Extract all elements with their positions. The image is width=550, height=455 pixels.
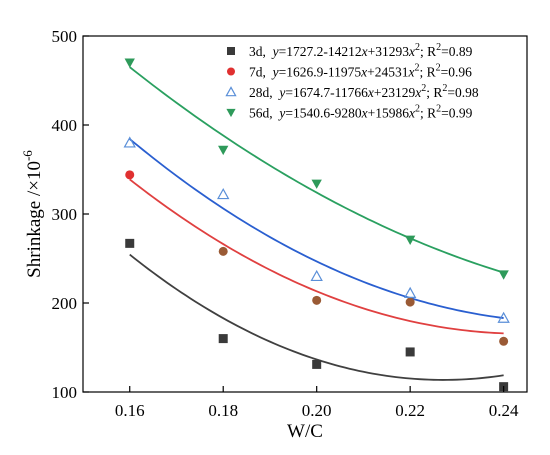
x-tick-label: 0.18 [208, 401, 238, 420]
fit-curve-28d [129, 138, 504, 319]
y-tick-label: 100 [52, 383, 78, 402]
legend-entry-7d: 7d, y=1626.9-11975x+24531x2; R2=0.96 [249, 63, 472, 80]
x-tick-label: 0.22 [395, 401, 425, 420]
fit-curve-56d [129, 66, 504, 274]
legend-equation-part: =0.99 [441, 106, 472, 121]
data-point-3d [125, 238, 135, 248]
legend-equation-part: 2 [436, 42, 441, 53]
legend-series-label: 56d, [249, 106, 273, 121]
legend-equation-part: x [414, 85, 421, 100]
x-axis: 0.16 0.18 0.20 0.22 0.24 [115, 386, 519, 420]
legend-equation-part: 2 [414, 63, 419, 74]
x-tick-label: 0.24 [489, 401, 519, 420]
legend-equation-part: =1674.7-11766 [285, 85, 368, 100]
fit-curve-7d [129, 178, 504, 335]
legend-equation-part: =0.96 [441, 65, 472, 80]
legend-marker-56d [226, 108, 236, 118]
data-point-7d [405, 297, 415, 307]
legend-marker-3d [227, 47, 235, 55]
data-point-28d [217, 188, 230, 200]
y-axis-title-exponent: -6 [20, 150, 35, 161]
y-tick-label: 400 [52, 116, 78, 135]
legend-equation-part: +31293 [368, 44, 410, 59]
fit-curve-3d [129, 253, 504, 381]
legend-equation-part: y [266, 65, 279, 80]
legend-equation-part: =1727.2-14212 [279, 44, 362, 59]
legend-equation-part: 2 [442, 83, 447, 94]
legend-equation-part: ; R [420, 44, 436, 59]
data-point-7d [218, 246, 228, 256]
data-point-3d [218, 334, 228, 344]
legend-equation-part: 2 [436, 63, 441, 74]
legend-entry-56d: 56d, y=1540.6-9280x+15986x2; R2=0.99 [249, 104, 473, 121]
legend: 3d, y=1727.2-14212x+31293x2; R2=0.897d, … [225, 42, 479, 121]
legend-series-label: 28d, [249, 85, 273, 100]
y-axis-title-base: Shrinkage /×10 [24, 161, 45, 278]
data-point-56d [498, 270, 509, 280]
x-tick-label: 0.20 [302, 401, 332, 420]
data-point-56d [218, 145, 229, 156]
legend-equation-part: ; R [419, 65, 435, 80]
legend-equation-part: =0.98 [447, 85, 478, 100]
data-point-7d [499, 336, 509, 346]
legend-equation-part: y [266, 44, 279, 59]
legend-equation-part: x [367, 85, 374, 100]
legend-marker-7d [227, 67, 235, 76]
legend-equation-part: x [407, 65, 414, 80]
legend-entry-3d: 3d, y=1727.2-14212x+31293x2; R2=0.89 [249, 42, 473, 59]
legend-equation-part: 2 [436, 104, 441, 115]
y-axis: 100 200 300 400 500 [52, 27, 89, 402]
y-axis-title: Shrinkage /×10-6 [20, 150, 45, 278]
legend-series-label: 3d, [249, 44, 266, 59]
data-point-56d [404, 235, 416, 245]
legend-equation-part: ; R [426, 85, 442, 100]
legend-equation-part: =1626.9-11975 [279, 65, 362, 80]
data-point-28d [310, 269, 323, 282]
legend-equation-part: +15986 [368, 106, 410, 121]
data-point-7d [125, 170, 135, 180]
data-point-28d [123, 136, 136, 148]
legend-equation-part: y [273, 85, 286, 100]
data-point-3d [405, 347, 415, 357]
legend-equation-part: x [361, 106, 368, 121]
data-point-28d [497, 311, 510, 323]
x-tick-label: 0.16 [115, 401, 145, 420]
x-axis-title: W/C [287, 421, 323, 442]
legend-equation-part: +23129 [374, 85, 416, 100]
data-point-56d [124, 58, 135, 68]
legend-equation-part: 2 [415, 104, 420, 115]
legend-equation-part: x [360, 65, 367, 80]
legend-equation-part: x [408, 44, 415, 59]
legend-series-label: 7d, [249, 65, 266, 80]
data-point-3d [312, 359, 322, 369]
data-point-56d [311, 179, 322, 189]
legend-entry-28d: 28d, y=1674.7-11766x+23129x2; R2=0.98 [249, 83, 479, 100]
legend-equation-part: =0.89 [441, 44, 472, 59]
data-point-7d [312, 295, 322, 305]
legend-equation-part: x [408, 106, 415, 121]
y-tick-label: 200 [52, 294, 78, 313]
legend-equation-part: =1540.6-9280 [285, 106, 361, 121]
y-tick-label: 500 [52, 27, 78, 46]
legend-marker-28d [225, 86, 237, 97]
legend-equation-part: x [361, 44, 368, 59]
legend-equation-part: 2 [421, 83, 426, 94]
y-tick-label: 300 [52, 205, 78, 224]
legend-equation-part: +24531 [367, 65, 408, 80]
fit-curves [129, 66, 504, 381]
legend-equation-part: 2 [415, 42, 420, 53]
legend-equation-part: ; R [420, 106, 436, 121]
data-point-28d [403, 286, 417, 298]
legend-equation-part: y [273, 106, 286, 121]
